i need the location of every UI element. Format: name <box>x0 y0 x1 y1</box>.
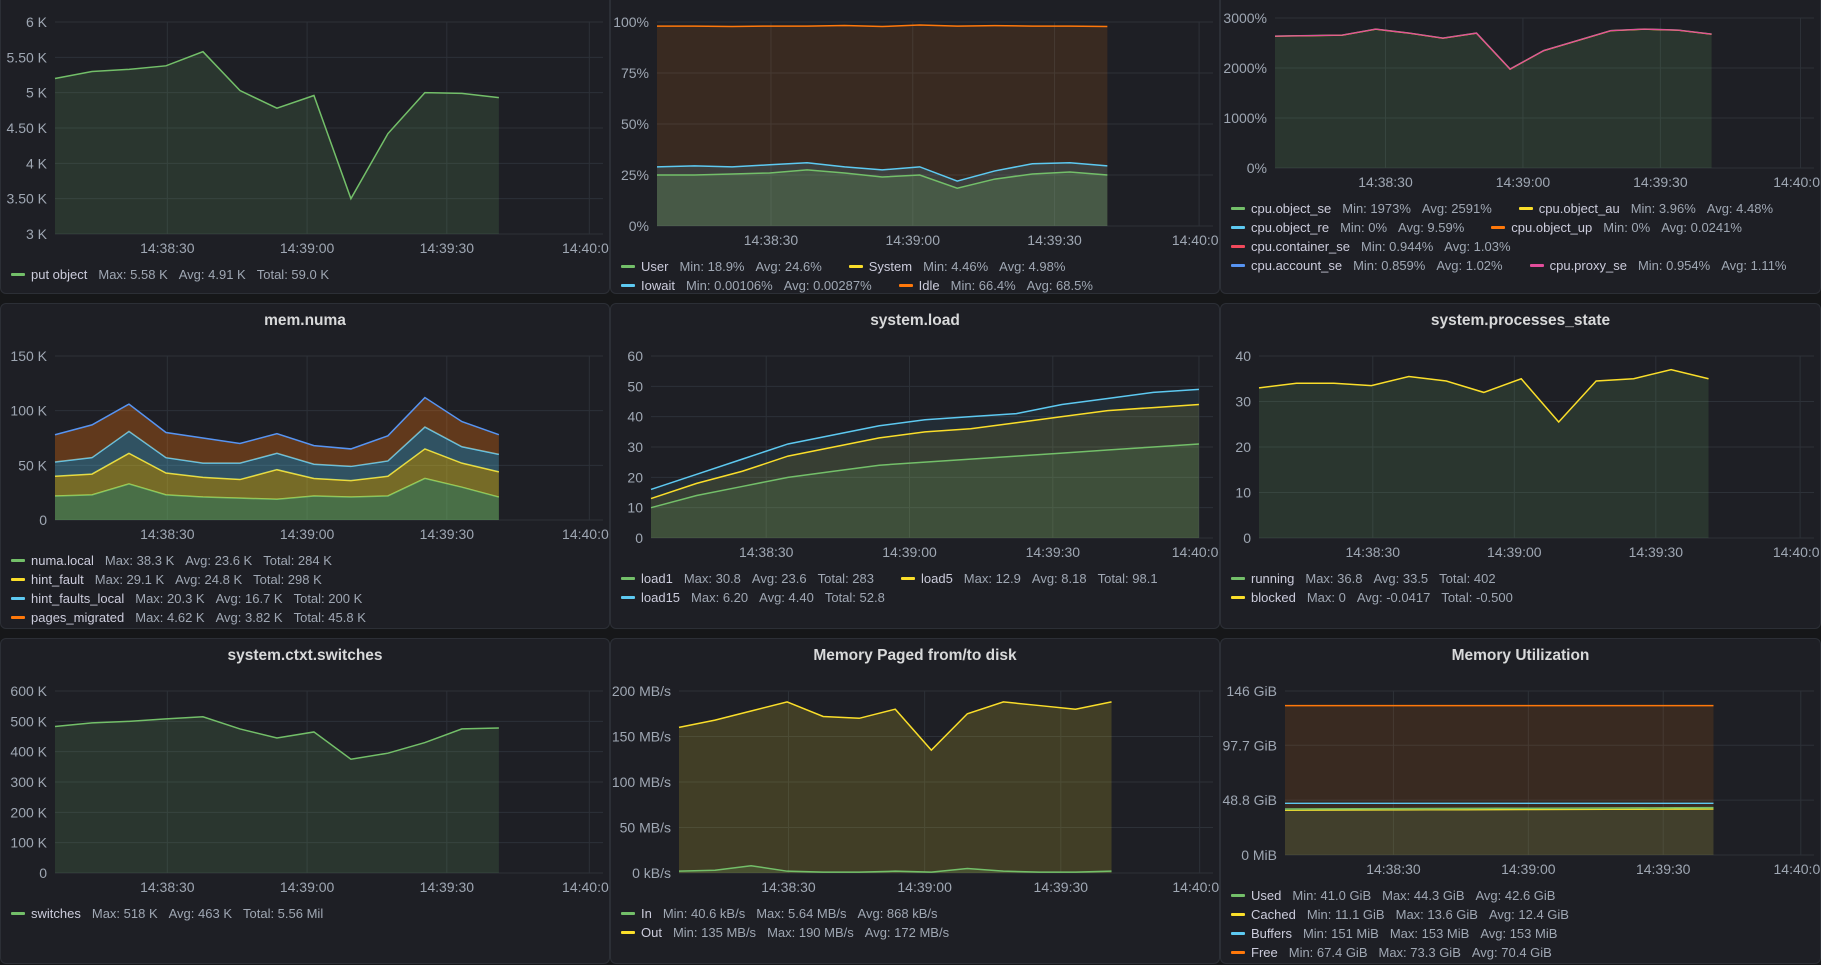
svg-text:50: 50 <box>627 378 643 394</box>
svg-text:14:39:30: 14:39:30 <box>1027 232 1082 248</box>
svg-text:14:38:30: 14:38:30 <box>140 526 195 542</box>
svg-text:4.50 K: 4.50 K <box>7 120 48 136</box>
svg-text:50%: 50% <box>621 116 649 132</box>
svg-text:3.50 K: 3.50 K <box>7 191 48 207</box>
svg-text:5.50 K: 5.50 K <box>7 49 48 65</box>
svg-text:14:40:00: 14:40:00 <box>1172 879 1220 895</box>
svg-text:600 K: 600 K <box>10 683 47 699</box>
svg-text:20: 20 <box>627 469 643 485</box>
svg-text:14:39:30: 14:39:30 <box>1636 861 1691 877</box>
svg-text:0: 0 <box>39 865 47 881</box>
svg-text:14:39:00: 14:39:00 <box>1496 174 1551 190</box>
svg-text:60: 60 <box>627 348 643 364</box>
svg-text:14:38:30: 14:38:30 <box>1366 861 1421 877</box>
svg-text:2000%: 2000% <box>1223 60 1267 76</box>
svg-text:1000%: 1000% <box>1223 110 1267 126</box>
svg-text:0: 0 <box>1243 530 1251 546</box>
svg-text:14:39:00: 14:39:00 <box>1501 861 1556 877</box>
svg-text:0%: 0% <box>629 218 649 234</box>
svg-text:0: 0 <box>39 512 47 528</box>
svg-text:75%: 75% <box>621 65 649 81</box>
svg-text:100 K: 100 K <box>10 403 47 419</box>
svg-text:50 K: 50 K <box>18 457 47 473</box>
svg-text:50 MB/s: 50 MB/s <box>620 820 671 836</box>
svg-text:14:39:00: 14:39:00 <box>882 544 937 560</box>
svg-text:14:40:00: 14:40:00 <box>1774 861 1821 877</box>
svg-text:14:39:00: 14:39:00 <box>1487 544 1542 560</box>
svg-text:14:38:30: 14:38:30 <box>744 232 799 248</box>
svg-text:100 MB/s: 100 MB/s <box>612 774 671 790</box>
svg-text:4 K: 4 K <box>26 155 48 171</box>
svg-text:10: 10 <box>627 500 643 516</box>
svg-text:14:39:30: 14:39:30 <box>420 526 475 542</box>
svg-text:14:38:30: 14:38:30 <box>1358 174 1413 190</box>
svg-text:14:40:00: 14:40:00 <box>1172 232 1220 248</box>
svg-text:14:40:00: 14:40:00 <box>562 526 610 542</box>
svg-text:500 K: 500 K <box>10 713 47 729</box>
svg-text:14:39:30: 14:39:30 <box>1026 544 1081 560</box>
svg-text:3000%: 3000% <box>1223 10 1267 26</box>
svg-text:14:38:30: 14:38:30 <box>1346 544 1401 560</box>
svg-text:30: 30 <box>1235 394 1251 410</box>
svg-text:20: 20 <box>1235 439 1251 455</box>
svg-text:0: 0 <box>635 530 643 546</box>
svg-text:14:38:30: 14:38:30 <box>140 879 195 895</box>
svg-text:14:38:30: 14:38:30 <box>140 240 195 256</box>
svg-text:0 MiB: 0 MiB <box>1241 847 1277 863</box>
svg-text:14:38:30: 14:38:30 <box>739 544 794 560</box>
svg-text:14:39:30: 14:39:30 <box>1629 544 1684 560</box>
svg-text:200 K: 200 K <box>10 804 47 820</box>
svg-text:300 K: 300 K <box>10 774 47 790</box>
svg-text:14:40:00: 14:40:00 <box>562 240 610 256</box>
svg-text:3 K: 3 K <box>26 226 48 242</box>
svg-text:14:40:00: 14:40:00 <box>1773 544 1821 560</box>
svg-text:14:40:00: 14:40:00 <box>1172 544 1220 560</box>
svg-text:40: 40 <box>627 409 643 425</box>
svg-text:14:39:00: 14:39:00 <box>280 240 335 256</box>
svg-text:0 kB/s: 0 kB/s <box>632 865 671 881</box>
svg-text:97.7 GiB: 97.7 GiB <box>1223 737 1277 753</box>
svg-text:14:39:30: 14:39:30 <box>1633 174 1688 190</box>
svg-text:150 K: 150 K <box>10 348 47 364</box>
svg-text:5 K: 5 K <box>26 85 48 101</box>
svg-text:30: 30 <box>627 439 643 455</box>
svg-text:14:38:30: 14:38:30 <box>761 879 816 895</box>
svg-text:14:40:00: 14:40:00 <box>562 879 610 895</box>
svg-text:6 K: 6 K <box>26 14 48 30</box>
svg-text:14:39:00: 14:39:00 <box>897 879 952 895</box>
svg-text:14:39:30: 14:39:30 <box>420 879 475 895</box>
svg-text:150 MB/s: 150 MB/s <box>612 729 671 745</box>
svg-text:100 K: 100 K <box>10 835 47 851</box>
svg-text:10: 10 <box>1235 485 1251 501</box>
svg-text:14:40:00: 14:40:00 <box>1773 174 1821 190</box>
svg-text:14:39:00: 14:39:00 <box>886 232 941 248</box>
svg-text:25%: 25% <box>621 167 649 183</box>
svg-text:146 GiB: 146 GiB <box>1226 683 1277 699</box>
svg-text:100%: 100% <box>613 14 649 30</box>
svg-text:400 K: 400 K <box>10 744 47 760</box>
svg-text:40: 40 <box>1235 348 1251 364</box>
svg-text:14:39:30: 14:39:30 <box>1034 879 1089 895</box>
svg-text:200 MB/s: 200 MB/s <box>612 683 671 699</box>
svg-text:48.8 GiB: 48.8 GiB <box>1223 792 1277 808</box>
svg-text:14:39:30: 14:39:30 <box>420 240 475 256</box>
svg-text:0%: 0% <box>1247 160 1267 176</box>
svg-text:14:39:00: 14:39:00 <box>280 526 335 542</box>
svg-text:14:39:00: 14:39:00 <box>280 879 335 895</box>
